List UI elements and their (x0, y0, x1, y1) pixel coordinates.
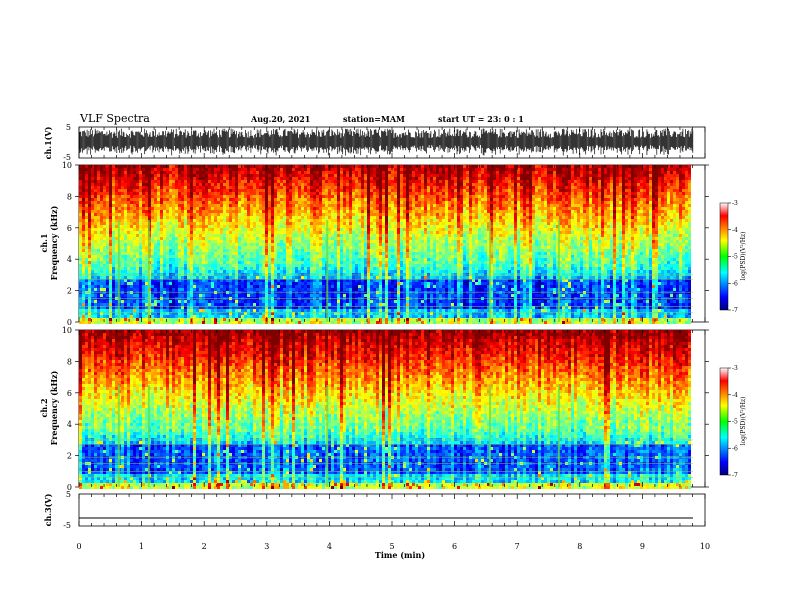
time-tick-label: 2 (202, 542, 207, 551)
frequency-tick-label: 2 (67, 452, 72, 461)
colorbar-tick-label: -4 (732, 392, 738, 399)
ch2-colorbar-label: log(PSD)(V²/Hz) (740, 397, 747, 446)
ch3-waveform-panel: 5 -5 ch.3(V) (43, 490, 706, 530)
ch1-volt-ylabel: ch.1(V) (43, 126, 53, 159)
ch3-ytick-top: 5 (66, 490, 71, 499)
ch1-spectrogram-image (79, 165, 693, 324)
ch1-colorbar-label: log(PSD)(V²/Hz) (740, 232, 747, 281)
frequency-tick-label: 6 (67, 224, 72, 233)
colorbar-tick-label: -6 (732, 280, 738, 287)
time-tick-label: 0 (76, 542, 81, 551)
frequency-tick-label: 6 (67, 389, 72, 398)
colorbar-tick-label: -4 (732, 227, 738, 234)
colorbar-tick-label: -5 (732, 254, 738, 261)
ch2-colorbar: -3 -4 -5 -6 -7 log(PSD)(V²/Hz) (719, 365, 747, 479)
ch2-spectrogram-image (79, 330, 693, 489)
ch3-ytick-bottom: -5 (63, 521, 71, 530)
time-axis-ticks: 0 1 2 3 4 5 6 7 8 9 10 (76, 127, 710, 551)
start-time-label: start UT = 23: 0 : 1 (438, 114, 524, 124)
ch1-waveform-path (78, 128, 694, 156)
ch1-waveform-panel: 5 -5 ch.1(V) (43, 123, 706, 162)
colorbar-tick-label: -7 (732, 307, 738, 314)
figure-title: VLF Spectra (79, 112, 150, 125)
colorbar-tick-label: -3 (732, 200, 738, 207)
colorbar-tick-label: -5 (732, 419, 738, 426)
frequency-tick-label: 2 (67, 287, 72, 296)
colorbar-tick-label: -3 (732, 365, 738, 372)
time-tick-label: 9 (640, 542, 645, 551)
time-tick-label: 1 (139, 542, 144, 551)
time-tick-label: 3 (264, 542, 269, 551)
time-tick-label: 6 (452, 542, 457, 551)
time-tick-label: 7 (515, 542, 520, 551)
frequency-tick-label: 10 (62, 326, 72, 335)
frequency-tick-label: 8 (67, 357, 72, 366)
time-tick-label: 10 (700, 542, 710, 551)
ch3-volt-ylabel: ch.3(V) (43, 493, 53, 526)
ch2-channel-label: ch.2 (39, 398, 49, 417)
frequency-tick-label: 4 (67, 420, 72, 429)
frequency-tick-label: 0 (67, 318, 72, 327)
colorbar-tick-label: -7 (732, 472, 738, 479)
time-xlabel: Time (min) (375, 550, 425, 560)
date-label: Aug.20, 2021 (250, 114, 310, 124)
ch2-frequency-ylabel: Frequency (kHz) (49, 370, 59, 445)
frequency-tick-label: 8 (67, 192, 72, 201)
frequency-tick-label: 4 (67, 255, 72, 264)
frequency-tick-label: 0 (67, 483, 72, 492)
ch1-frequency-ylabel: Frequency (kHz) (49, 205, 59, 280)
ch1-colorbar: -3 -4 -5 -6 -7 log(PSD)(V²/Hz) (719, 200, 747, 314)
time-tick-label: 5 (389, 542, 394, 551)
ch2-spectrogram-panel: 0 2 4 6 8 10 ch.2 Frequency (kHz) (39, 326, 709, 492)
station-label: station=MAM (343, 114, 405, 124)
ch1-waveform-trace (78, 128, 694, 156)
frequency-tick-label: 10 (62, 161, 72, 170)
ch1-channel-label: ch.1 (39, 233, 49, 252)
colorbar-tick-label: -6 (732, 445, 738, 452)
ch1-ytick-bottom: -5 (63, 153, 71, 162)
time-tick-label: 4 (327, 542, 332, 551)
time-tick-label: 8 (577, 542, 582, 551)
ch1-ytick-top: 5 (66, 123, 71, 132)
ch1-spectrogram-panel: 0 2 4 6 8 10 ch.1 Frequency (kHz) (39, 161, 709, 327)
